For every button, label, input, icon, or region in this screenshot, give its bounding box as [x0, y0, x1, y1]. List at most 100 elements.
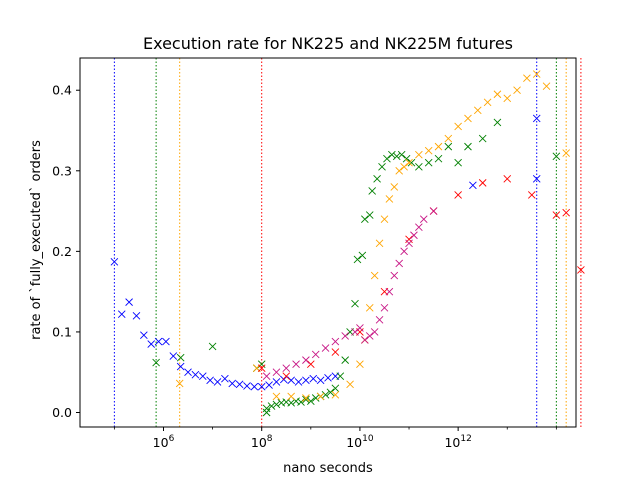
series-1-point — [361, 215, 369, 223]
series-4-point — [419, 215, 428, 223]
series-3-point — [552, 211, 561, 219]
y-tick-label: 0.0 — [52, 405, 72, 420]
series-4-point — [356, 324, 364, 332]
x-tick-label: 1012 — [444, 434, 471, 450]
series-0-point — [206, 376, 214, 385]
series-0-point — [117, 310, 126, 319]
series-2-point — [513, 86, 521, 95]
series-2-point — [542, 82, 551, 91]
series-4-point — [395, 259, 404, 268]
data-points — [110, 70, 585, 417]
series-1-point — [478, 134, 487, 143]
series-4-point — [415, 223, 423, 232]
series-1-point — [262, 404, 271, 413]
series-0-point — [221, 374, 229, 383]
series-4-point — [365, 332, 374, 340]
series-1-point — [297, 398, 305, 406]
y-axis-label: rate of `fully_executed` orders — [29, 140, 44, 340]
series-2-point — [434, 142, 443, 151]
series-1-point — [407, 158, 416, 167]
series-0-point — [272, 378, 281, 386]
series-0-point — [469, 181, 477, 190]
y-tick-label: 0.2 — [52, 244, 72, 259]
series-1-point — [176, 353, 185, 362]
series-0-point — [235, 380, 244, 389]
series-1-point — [311, 394, 320, 402]
series-2-point — [385, 195, 394, 203]
series-3-point — [562, 208, 570, 217]
series-1-point — [208, 342, 217, 351]
series-1-point — [326, 388, 335, 397]
plot-frame — [79, 57, 577, 428]
series-1-point — [262, 408, 271, 417]
series-3-point — [503, 175, 512, 183]
series-1-point — [331, 384, 340, 393]
series-4-point — [370, 328, 379, 336]
series-1-point — [282, 398, 291, 406]
series-0-point — [265, 381, 273, 389]
series-4-point — [380, 303, 389, 312]
series-0-point — [154, 337, 163, 346]
series-0-point — [184, 368, 192, 377]
series-4-point — [311, 350, 320, 359]
series-3-point — [454, 191, 462, 199]
series-2-point — [493, 90, 502, 99]
series-4-point — [429, 207, 438, 215]
series-1-point — [302, 395, 310, 404]
series-0-point — [176, 362, 185, 371]
series-1-point — [388, 150, 396, 159]
series-3-point — [405, 235, 413, 244]
reference-lines — [113, 58, 582, 427]
y-tick-label: 0.1 — [52, 324, 72, 339]
series-1-point — [415, 162, 423, 171]
series-2-point — [331, 390, 340, 399]
series-0-point — [294, 378, 303, 386]
series-2-point — [523, 74, 531, 82]
series-1-point — [341, 356, 350, 364]
series-3-point — [282, 372, 291, 381]
series-0-point — [125, 298, 133, 306]
series-0-point — [324, 374, 332, 382]
x-axis-label: nano seconds — [283, 461, 373, 476]
series-1-point — [378, 162, 386, 171]
series-1-point — [373, 175, 381, 183]
series-1-point — [454, 158, 462, 167]
series-2-point — [400, 162, 408, 171]
series-2-point — [532, 70, 541, 78]
series-0-point — [213, 378, 222, 386]
series-2-point — [287, 392, 295, 401]
series-4-point — [331, 337, 340, 346]
series-1-point — [392, 152, 401, 161]
series-1-point — [365, 211, 374, 219]
series-2-point — [380, 215, 389, 223]
series-3-point — [306, 360, 315, 368]
x-tick-label: 1010 — [346, 434, 374, 450]
series-1-point — [424, 158, 433, 167]
series-1-point — [493, 118, 502, 127]
series-2-point — [562, 149, 570, 157]
series-0-point — [169, 352, 178, 360]
series-4-point — [405, 239, 413, 248]
series-1-point — [434, 154, 443, 163]
series-4-point — [400, 247, 408, 256]
series-2-point — [316, 392, 325, 401]
series-2-point — [454, 122, 462, 131]
series-0-point — [279, 375, 288, 384]
series-1-point — [321, 390, 330, 399]
series-0-point — [198, 372, 207, 381]
series-4-point — [351, 328, 359, 336]
series-4-point — [282, 364, 291, 373]
series-1-point — [464, 142, 472, 151]
series-2-point — [424, 146, 433, 155]
series-4-point — [302, 356, 310, 364]
axis-ticks: 0.0 0.1 0.2 0.3 0.4 106 108 1010 1012 — [52, 83, 557, 450]
series-2-point — [444, 134, 453, 143]
series-4-point — [361, 336, 369, 344]
series-2-point — [375, 239, 384, 248]
series-1-point — [368, 187, 377, 195]
series-2-point — [390, 183, 399, 191]
series-3-point — [331, 348, 340, 356]
series-0-point — [532, 114, 541, 123]
